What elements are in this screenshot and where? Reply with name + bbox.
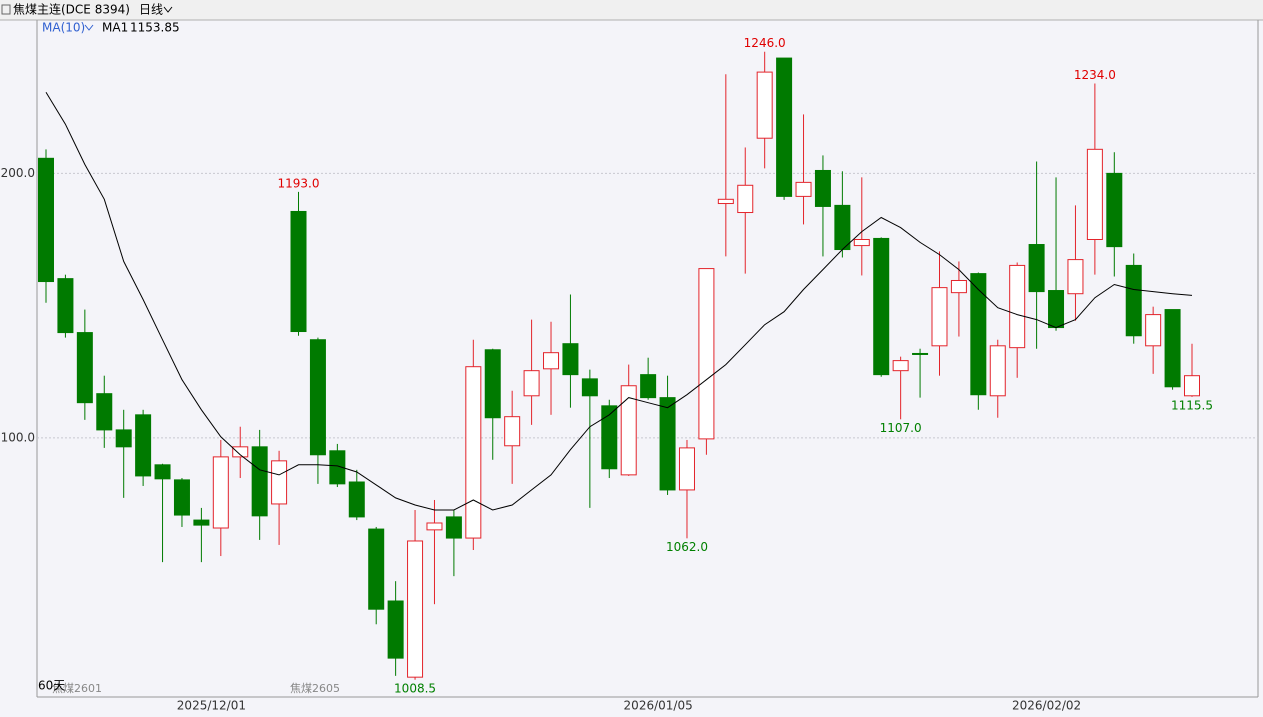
period-dropdown[interactable]: 日线 <box>139 3 173 17</box>
up-candle-body <box>620 385 637 476</box>
up-candle-body <box>717 198 734 205</box>
up-candle-body <box>756 71 773 139</box>
low-label: 1115.5 <box>1171 398 1213 412</box>
down-candle-body <box>1106 172 1123 248</box>
down-candle-body <box>1164 309 1181 388</box>
icon <box>1 4 11 15</box>
up-candle-body <box>1184 375 1200 397</box>
chevron[interactable] <box>163 6 173 13</box>
down-candle-body <box>912 352 929 355</box>
ma-dropdown[interactable]: MA(10) <box>42 21 94 35</box>
down-candle-body <box>96 393 113 431</box>
up-candle-body <box>271 460 288 505</box>
down-candle-body <box>484 349 501 419</box>
down-candle-body <box>834 204 851 251</box>
header-bar <box>0 0 1263 20</box>
low-label: 1062.0 <box>666 540 708 554</box>
up-candle-body <box>407 540 424 678</box>
up-candle-body <box>678 447 695 491</box>
down-candle-body <box>1048 290 1065 329</box>
down-candle-body <box>1028 244 1045 293</box>
ma-name: MA1 <box>102 21 128 35</box>
up-candle-body <box>212 456 229 529</box>
down-candle-body <box>640 374 657 399</box>
up-candle-body <box>1067 259 1084 295</box>
down-candle-body <box>970 273 987 396</box>
up-candle-body <box>232 446 249 458</box>
down-candle-body <box>776 57 793 197</box>
high-label: 1246.0 <box>744 36 786 50</box>
down-candle-body <box>76 332 93 404</box>
up-candle-body <box>543 352 560 370</box>
contract-label: 焦煤2601 <box>52 682 102 695</box>
up-candle-body <box>465 366 482 539</box>
ma-label[interactable]: MA(10) <box>42 21 85 35</box>
up-candle-body <box>523 370 540 397</box>
period-days: 60天 <box>38 679 65 693</box>
low-label: 1008.5 <box>394 681 436 695</box>
down-candle-body <box>1125 264 1142 337</box>
down-candle-body <box>445 516 462 539</box>
down-candle-body <box>368 528 385 610</box>
up-candle-body <box>795 181 812 197</box>
up-candle-body <box>737 184 754 214</box>
up-candle-body <box>989 345 1006 397</box>
up-candle-body <box>698 268 715 440</box>
low-label: 1107.0 <box>880 421 922 435</box>
down-candle-body <box>814 169 831 207</box>
header-title: 焦煤主连(DCE 8394) <box>13 2 130 17</box>
up-candle-body <box>1145 314 1162 347</box>
up-candle-body <box>426 522 443 531</box>
period-label[interactable]: 日线 <box>139 3 163 17</box>
down-candle-body <box>173 479 190 516</box>
down-candle-body <box>387 600 404 659</box>
down-candle-body <box>562 343 579 376</box>
up-candle-body <box>931 287 948 347</box>
down-candle-body <box>601 405 618 470</box>
down-candle-body <box>193 519 210 526</box>
x-tick-label: 2026/01/05 <box>624 699 693 713</box>
up-candle-body <box>504 416 521 447</box>
down-candle-body <box>309 339 326 456</box>
down-candle-body <box>329 450 346 485</box>
y-tick-label: 1100.0 <box>0 430 35 444</box>
down-candle-body <box>135 414 152 477</box>
up-candle-body <box>853 238 870 247</box>
down-candle-body <box>290 210 307 333</box>
chevron[interactable] <box>84 24 94 31</box>
high-label: 1193.0 <box>278 176 320 190</box>
up-candle-body <box>950 279 967 294</box>
y-tick-label: 1200.0 <box>0 166 35 180</box>
high-label: 1234.0 <box>1074 68 1116 82</box>
up-candle-body <box>892 360 909 372</box>
ma-line <box>45 91 1193 511</box>
down-candle-body <box>115 429 132 448</box>
down-candle-body <box>873 237 890 376</box>
up-candle-body <box>1086 148 1103 240</box>
down-candle-body <box>38 157 54 283</box>
down-candle-body <box>154 464 171 480</box>
plot-area <box>37 51 1258 680</box>
contract-label: 焦煤2605 <box>290 682 340 695</box>
down-candle-body <box>581 378 598 397</box>
x-tick-label: 2025/12/01 <box>177 699 246 713</box>
ma-value: 1153.85 <box>130 21 180 35</box>
down-candle-body <box>57 278 74 334</box>
down-candle-body <box>348 481 365 518</box>
down-candle-body <box>251 446 268 517</box>
x-tick-label: 2026/02/02 <box>1012 699 1081 713</box>
up-candle-body <box>1009 264 1026 349</box>
down-candle-body <box>659 397 676 491</box>
